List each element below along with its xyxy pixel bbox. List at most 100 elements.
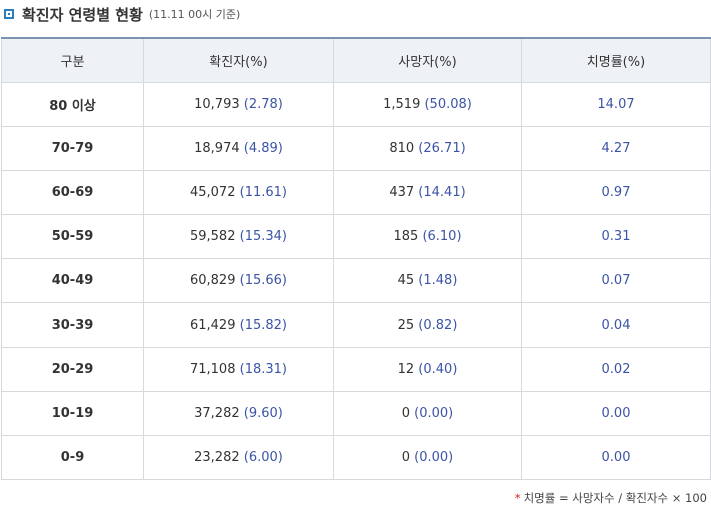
deaths-cell: 0 (0.00) [333, 434, 522, 481]
cases-count: 37,282 [194, 405, 240, 421]
age-group-cell: 70-79 [1, 125, 144, 171]
cases-count: 61,429 [189, 317, 236, 333]
age-group-cell: 30-39 [1, 302, 144, 348]
column-header-group: 구분 [1, 37, 144, 83]
deaths-percent: (1.48) [418, 273, 458, 289]
deaths-cell: 45 (1.48) [333, 258, 522, 304]
cases-percent: (9.60) [243, 405, 283, 421]
deaths-cell: 437 (14.41) [333, 169, 522, 216]
cases-cell: 37,282 (9.60) [143, 390, 334, 437]
age-group-cell: 0-9 [1, 434, 144, 481]
cfr-cell: 0.04 [521, 302, 711, 348]
deaths-count: 1,519 [383, 96, 421, 112]
table-row: 60-69 45,072 (11.61) 437 (14.41) 0.97 [1, 169, 711, 216]
deaths-percent: (0.00) [414, 405, 454, 421]
cases-percent: (6.00) [243, 450, 283, 466]
footnote: * 치명률 = 사망자수 / 확진자수 × 100 [515, 490, 707, 506]
deaths-cell: 185 (6.10) [333, 214, 522, 260]
cfr-value: 0.07 [601, 273, 631, 289]
cases-cell: 61,429 (15.82) [143, 302, 334, 348]
deaths-count: 437 [389, 184, 415, 200]
page-title: 확진자 연령별 현황 [22, 5, 143, 24]
table-row: 80 이상 10,793 (2.78) 1,519 (50.08) 14.07 [1, 81, 711, 127]
deaths-count: 0 [401, 450, 411, 466]
cfr-value: 0.00 [601, 450, 631, 466]
age-group-cell: 60-69 [1, 169, 144, 216]
deaths-count: 25 [397, 317, 415, 333]
table-row: 10-19 37,282 (9.60) 0 (0.00) 0.00 [1, 390, 711, 437]
age-group-cell: 20-29 [1, 346, 144, 392]
cfr-value: 0.02 [601, 361, 631, 377]
footnote-marker: * [514, 491, 521, 505]
cfr-cell: 0.07 [521, 258, 711, 304]
cases-percent: (2.78) [243, 96, 283, 112]
deaths-count: 45 [397, 273, 415, 289]
table-row: 40-49 60,829 (15.66) 45 (1.48) 0.07 [1, 258, 711, 304]
cases-percent: (18.31) [239, 361, 287, 377]
column-header-cfr: 치명률(%) [521, 37, 711, 83]
cases-percent: (15.82) [239, 317, 287, 333]
cfr-cell: 0.97 [521, 169, 711, 216]
cases-count: 18,974 [194, 140, 240, 156]
age-group-cell: 80 이상 [1, 81, 144, 127]
deaths-percent: (50.08) [424, 96, 472, 112]
table-row: 0-9 23,282 (6.00) 0 (0.00) 0.00 [1, 434, 711, 481]
cases-cell: 23,282 (6.00) [143, 434, 334, 481]
cfr-cell: 0.02 [521, 346, 711, 392]
age-group-cell: 50-59 [1, 214, 144, 260]
table-row: 30-39 61,429 (15.82) 25 (0.82) 0.04 [1, 302, 711, 348]
footnote-text: 치명률 = 사망자수 / 확진자수 × 100 [523, 491, 707, 505]
cases-cell: 60,829 (15.66) [143, 258, 334, 304]
age-group-cell: 40-49 [1, 258, 144, 304]
cfr-cell: 0.00 [521, 434, 711, 481]
table-row: 50-59 59,582 (15.34) 185 (6.10) 0.31 [1, 214, 711, 260]
deaths-cell: 810 (26.71) [333, 125, 522, 171]
deaths-count: 185 [393, 229, 419, 245]
age-group-cell: 10-19 [1, 390, 144, 437]
table-body: 80 이상 10,793 (2.78) 1,519 (50.08) 14.07 70-7… [1, 81, 711, 481]
cases-percent: (11.61) [239, 184, 287, 200]
deaths-percent: (0.82) [418, 317, 458, 333]
deaths-cell: 0 (0.00) [333, 390, 522, 437]
deaths-count: 12 [397, 361, 415, 377]
cases-cell: 71,108 (18.31) [143, 346, 334, 392]
column-header-cases: 확진자(%) [143, 37, 334, 83]
cfr-value: 0.04 [601, 317, 631, 333]
section-header: 확진자 연령별 현황 (11.11 00시 기준) [4, 2, 240, 26]
cfr-value: 0.00 [601, 405, 631, 421]
cases-cell: 59,582 (15.34) [143, 214, 334, 260]
cases-count: 10,793 [194, 96, 240, 112]
cases-count: 60,829 [189, 273, 236, 289]
cases-cell: 45,072 (11.61) [143, 169, 334, 216]
cases-count: 45,072 [189, 184, 236, 200]
table-row: 70-79 18,974 (4.89) 810 (26.71) 4.27 [1, 125, 711, 171]
cases-count: 71,108 [189, 361, 236, 377]
cfr-value: 0.97 [601, 184, 631, 200]
deaths-cell: 25 (0.82) [333, 302, 522, 348]
cases-cell: 10,793 (2.78) [143, 81, 334, 127]
deaths-percent: (0.00) [414, 450, 454, 466]
cfr-value: 14.07 [597, 96, 635, 112]
page-subtitle: (11.11 00시 기준) [148, 8, 241, 21]
deaths-percent: (6.10) [422, 229, 462, 245]
deaths-count: 0 [401, 405, 411, 421]
cfr-value: 4.27 [601, 140, 631, 156]
cfr-value: 0.31 [601, 229, 631, 245]
table-header-row: 구분 확진자(%) 사망자(%) 치명률(%) [1, 37, 711, 83]
table-row: 20-29 71,108 (18.31) 12 (0.40) 0.02 [1, 346, 711, 392]
cfr-cell: 4.27 [521, 125, 711, 171]
deaths-count: 810 [389, 140, 415, 156]
deaths-cell: 12 (0.40) [333, 346, 522, 392]
cfr-cell: 14.07 [521, 81, 711, 127]
deaths-percent: (26.71) [418, 140, 466, 156]
age-stats-table: 구분 확진자(%) 사망자(%) 치명률(%) 80 이상 10,793 (2.7… [1, 37, 711, 481]
deaths-percent: (0.40) [418, 361, 458, 377]
cases-percent: (15.34) [239, 229, 287, 245]
cases-count: 23,282 [194, 450, 240, 466]
cases-percent: (4.89) [243, 140, 283, 156]
cases-cell: 18,974 (4.89) [143, 125, 334, 171]
cfr-cell: 0.00 [521, 390, 711, 437]
cfr-cell: 0.31 [521, 214, 711, 260]
deaths-percent: (14.41) [418, 184, 466, 200]
square-bullet-icon [4, 9, 14, 19]
